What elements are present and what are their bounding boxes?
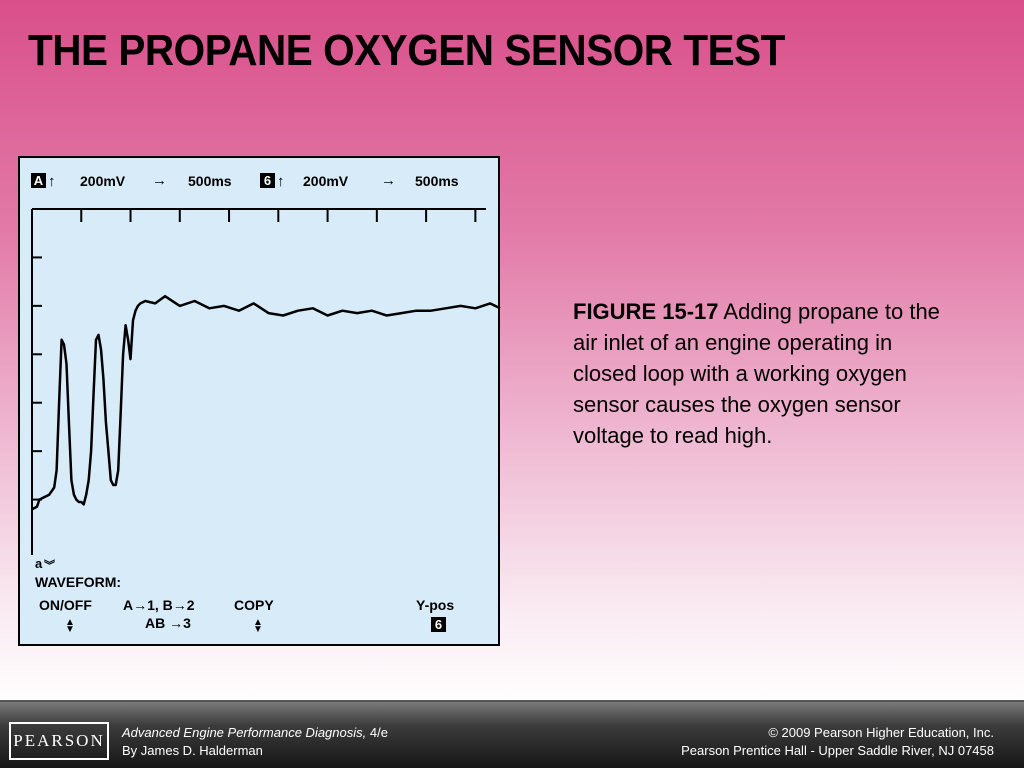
figure-caption: FIGURE 15-17 Adding propane to the air i… — [573, 296, 943, 451]
channel-b-box — [260, 173, 275, 188]
publisher-line: Pearson Prentice Hall - Upper Saddle Riv… — [681, 743, 994, 758]
pearson-logo: PEARSON — [9, 722, 109, 760]
channel-b-volts: 200mV — [303, 173, 349, 189]
waveform-series-line — [31, 294, 501, 511]
waveform-plot — [31, 294, 501, 511]
right-arrow-icon: → — [381, 172, 396, 189]
figure-label: FIGURE 15-17 — [573, 299, 719, 324]
right-arrow-icon: → — [152, 172, 167, 189]
ypos-value-box — [431, 617, 446, 632]
slide-title: THE PROPANE OXYGEN SENSOR TEST — [28, 26, 785, 75]
channel-b-label: 6 — [264, 173, 271, 188]
copyright-line: © 2009 Pearson Higher Education, Inc. — [768, 725, 994, 740]
softkey-ypos[interactable]: Y-pos — [416, 597, 454, 613]
up-arrow-icon: ↑ — [277, 173, 285, 190]
book-edition: 4/e — [366, 725, 388, 740]
book-author: By James D. Halderman — [122, 743, 263, 758]
double-chevron-down-icon: ︾ — [44, 558, 55, 572]
oscilloscope-screen: A ↑ 200mV → 500ms 6 ↑ 200mV → 500ms a ︾ … — [18, 156, 501, 646]
up-arrow-icon: ↑ — [48, 173, 56, 190]
figure-text: Adding propane to the air inlet of an en… — [573, 299, 940, 448]
channel-a-volts: 200mV — [80, 173, 126, 189]
softkey-copy[interactable]: COPY — [234, 597, 274, 613]
footer-copyright: © 2009 Pearson Higher Education, Inc. Pe… — [681, 724, 994, 760]
softkey-on-off[interactable]: ON/OFF — [39, 597, 92, 613]
waveform-label: WAVEFORM: — [35, 574, 121, 590]
channel-a-label: A — [34, 173, 44, 188]
channel-a-box — [31, 173, 46, 188]
softkey-assign-ab[interactable]: AB →3 — [145, 615, 191, 631]
softkey-assign[interactable]: A→1, B→2 — [123, 597, 195, 613]
up-down-arrow-icon: ▼ — [253, 624, 263, 635]
scope-display: A ↑ 200mV → 500ms 6 ↑ 200mV → 500ms a ︾ … — [31, 172, 501, 635]
channel-a-time: 500ms — [188, 173, 232, 189]
up-down-arrow-icon: ▲ — [65, 617, 75, 628]
ypos-value: 6 — [435, 617, 442, 632]
up-down-arrow-icon: ▲ — [253, 617, 263, 628]
up-down-arrow-icon: ▼ — [65, 624, 75, 635]
channel-b-time: 500ms — [415, 173, 459, 189]
graticule-ticks — [32, 209, 477, 501]
book-title: Advanced Engine Performance Diagnosis, — [122, 725, 367, 740]
footer-bar: PEARSON Advanced Engine Performance Diag… — [0, 700, 1024, 768]
footer-book-info: Advanced Engine Performance Diagnosis, 4… — [122, 724, 388, 760]
line-a-label: a — [35, 556, 43, 571]
